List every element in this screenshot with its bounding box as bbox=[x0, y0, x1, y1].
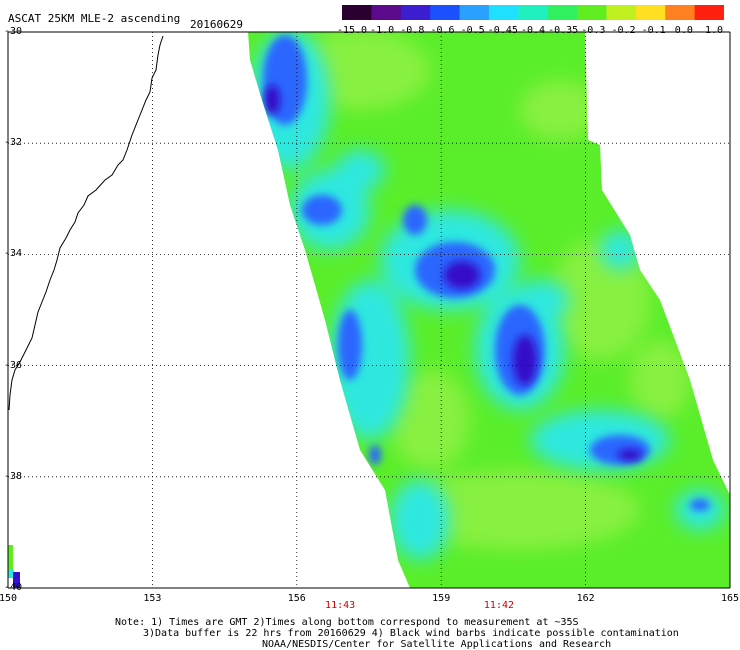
longitude-label: 153 bbox=[143, 593, 162, 604]
longitude-label: 165 bbox=[720, 593, 740, 604]
latitude-label: -34 bbox=[4, 248, 23, 260]
product-title: ASCAT 25KM MLE-2 ascending bbox=[8, 12, 181, 25]
colorbar-segment bbox=[694, 5, 724, 20]
edge-pixel bbox=[13, 572, 20, 588]
colorbar-segment bbox=[635, 5, 666, 20]
colorbar-segment bbox=[488, 5, 519, 20]
product-date: 20160629 bbox=[190, 18, 243, 31]
colorbar-segment bbox=[400, 5, 431, 20]
colorbar-label: -0.2 bbox=[611, 25, 636, 36]
colorbar bbox=[342, 5, 724, 20]
latitude-label: -40 bbox=[4, 582, 23, 593]
colorbar-label: -0.4 bbox=[520, 25, 546, 36]
colorbar-label: 0.0 bbox=[674, 25, 693, 36]
wind-swath bbox=[248, 32, 730, 588]
map-frame bbox=[7, 31, 731, 589]
colorbar-segment bbox=[342, 5, 372, 20]
deep-low-core bbox=[264, 85, 642, 461]
colorbar-segment bbox=[606, 5, 637, 20]
longitude-label: 150 bbox=[0, 593, 18, 604]
colorbar-segment bbox=[547, 5, 578, 20]
coastline bbox=[8, 35, 164, 411]
colorbar-label: -0.8 bbox=[400, 25, 425, 36]
graticule bbox=[8, 32, 730, 588]
colorbar-label: -0.45 bbox=[487, 25, 518, 36]
light-green-areas bbox=[290, 32, 690, 550]
colorbar-label: -0.1 bbox=[641, 25, 666, 36]
colorbar-label: 1.0 bbox=[704, 25, 724, 36]
latitude-label: -32 bbox=[4, 137, 23, 149]
colorbar-segment bbox=[430, 5, 461, 20]
longitude-label: 159 bbox=[432, 593, 451, 604]
pass-time-label: 11:42 bbox=[483, 600, 515, 611]
colorbar-label: -0.3 bbox=[581, 25, 606, 36]
colorbar-segment bbox=[518, 5, 549, 20]
latitude-label: -36 bbox=[4, 359, 23, 371]
note-line-2: 3)Data buffer is 22 hrs from 20160629 4)… bbox=[143, 628, 679, 639]
longitude-label: 162 bbox=[576, 593, 595, 604]
edge-pixel bbox=[8, 545, 13, 570]
note-line-1: Note: 1) Times are GMT 2)Times along bot… bbox=[115, 617, 579, 628]
colorbar-segment bbox=[665, 5, 696, 20]
colorbar-label: -15.0 bbox=[336, 25, 368, 36]
colorbar-label: -0.35 bbox=[548, 25, 579, 36]
colorbar-label: -0.6 bbox=[430, 25, 455, 36]
colorbar-segment bbox=[371, 5, 402, 20]
colorbar-label: -0.5 bbox=[460, 25, 485, 36]
pass-time-label: 11:43 bbox=[325, 600, 356, 611]
colorbar-label: -1.0 bbox=[370, 25, 395, 36]
edge-pixel bbox=[8, 570, 14, 578]
longitude-label: 156 bbox=[287, 593, 306, 604]
latitude-label: -38 bbox=[4, 470, 23, 482]
note-line-3: NOAA/NESDIS/Center for Satellite Applica… bbox=[262, 639, 612, 650]
colorbar-segment bbox=[459, 5, 490, 20]
colorbar-segment bbox=[577, 5, 607, 20]
latitude-label: -30 bbox=[4, 26, 23, 37]
